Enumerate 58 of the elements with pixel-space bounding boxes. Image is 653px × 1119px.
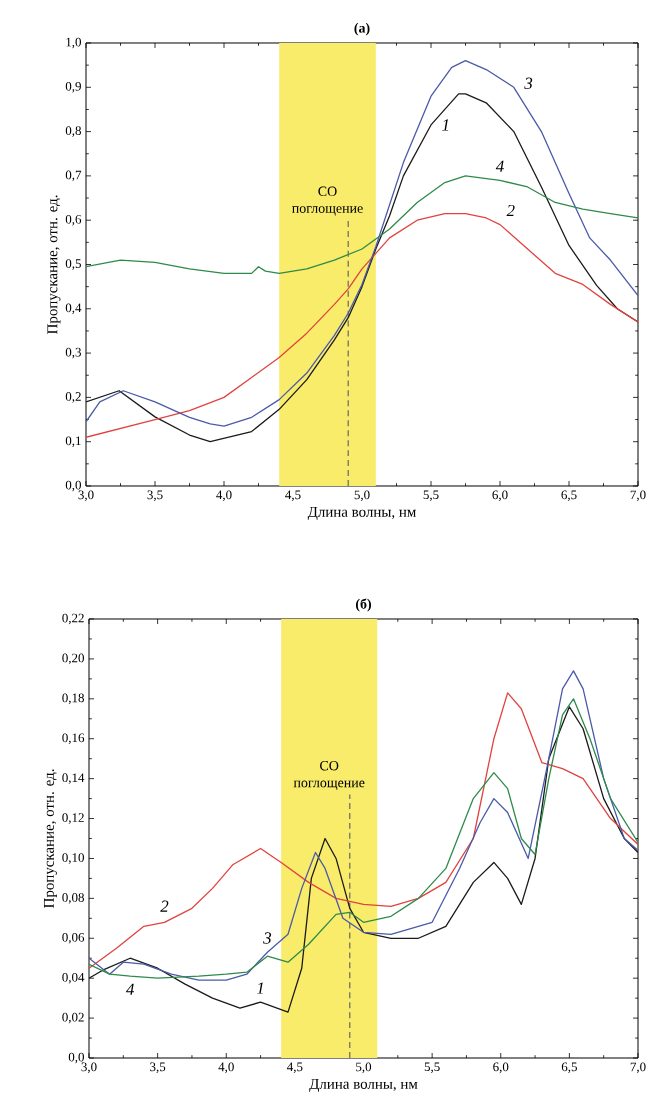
series-label: 1 bbox=[256, 982, 263, 994]
y-tick-label: 0,18 bbox=[62, 693, 84, 705]
y-tick-label: 0,22 bbox=[62, 613, 84, 625]
series-label: 1 bbox=[442, 119, 449, 131]
y-axis-title: Пропускание, отн. ед. bbox=[47, 195, 61, 334]
x-tick-label: 3,0 bbox=[81, 1062, 97, 1074]
chart-title: (а) bbox=[354, 22, 370, 36]
y-tick-label: 0,9 bbox=[65, 81, 81, 93]
y-tick-label: 0,1 bbox=[65, 436, 81, 447]
x-tick-label: 6,5 bbox=[561, 1062, 577, 1074]
series-label: 2 bbox=[506, 204, 515, 217]
y-tick-label: 0,3 bbox=[65, 347, 81, 359]
series-label: 4 bbox=[495, 160, 504, 172]
x-tick-label: 5,0 bbox=[354, 490, 370, 502]
x-axis-title: Длина волны, нм bbox=[309, 1078, 418, 1092]
y-tick-label: 0,6 bbox=[65, 214, 82, 226]
x-tick-label: 4,0 bbox=[216, 490, 232, 502]
y-tick-label: 1,0 bbox=[66, 37, 81, 49]
y-tick-label: 0,14 bbox=[62, 773, 85, 784]
x-axis-title: Длина волны, нм bbox=[307, 506, 416, 520]
line-series bbox=[86, 175, 638, 274]
x-tick-label: 7,0 bbox=[630, 490, 646, 502]
x-tick-label: 5,5 bbox=[424, 1062, 440, 1073]
series-label: 4 bbox=[125, 983, 135, 995]
y-tick-label: 0,0 bbox=[65, 480, 81, 492]
series-label: 3 bbox=[263, 932, 272, 944]
y-tick-label: 0,0 bbox=[68, 1052, 84, 1064]
x-tick-label: 3,5 bbox=[147, 490, 163, 502]
x-tick-label: 4,5 bbox=[287, 1062, 303, 1074]
x-tick-label: 3,5 bbox=[150, 1062, 166, 1074]
y-tick-label: 0,7 bbox=[65, 170, 82, 182]
x-tick-label: 5,5 bbox=[423, 490, 439, 501]
x-tick-label: 6,5 bbox=[561, 490, 577, 502]
y-tick-label: 0,04 bbox=[62, 972, 85, 984]
series-label: 3 bbox=[524, 77, 533, 89]
x-tick-label: 4,5 bbox=[285, 490, 301, 502]
y-tick-label: 0,08 bbox=[62, 893, 84, 904]
y-tick-label: 0,06 bbox=[62, 932, 85, 944]
y-tick-label: 0,16 bbox=[62, 733, 85, 745]
band-label: CO поглощение bbox=[292, 186, 363, 216]
chart-title: (б) bbox=[355, 598, 372, 612]
x-tick-label: 6,0 bbox=[493, 1062, 509, 1074]
y-tick-label: 0,02 bbox=[62, 1012, 84, 1024]
y-tick-label: 0,2 bbox=[65, 392, 81, 403]
y-tick-label: 0,20 bbox=[62, 653, 84, 665]
x-tick-label: 4,0 bbox=[218, 1062, 234, 1074]
y-tick-label: 0,10 bbox=[62, 853, 84, 864]
series-label: 2 bbox=[160, 900, 169, 912]
x-tick-label: 7,0 bbox=[630, 1062, 646, 1074]
y-tick-label: 0,5 bbox=[65, 259, 81, 270]
y-tick-label: 0,12 bbox=[62, 813, 84, 824]
y-axis-title: Пропускание, отн. ед. bbox=[43, 769, 57, 909]
y-tick-label: 0,8 bbox=[65, 126, 81, 137]
x-tick-label: 6,0 bbox=[492, 490, 508, 502]
x-tick-label: 3,0 bbox=[78, 490, 94, 502]
band-label: CO поглощение bbox=[293, 761, 365, 791]
x-tick-label: 5,0 bbox=[356, 1062, 372, 1074]
y-tick-label: 0,4 bbox=[65, 303, 82, 315]
